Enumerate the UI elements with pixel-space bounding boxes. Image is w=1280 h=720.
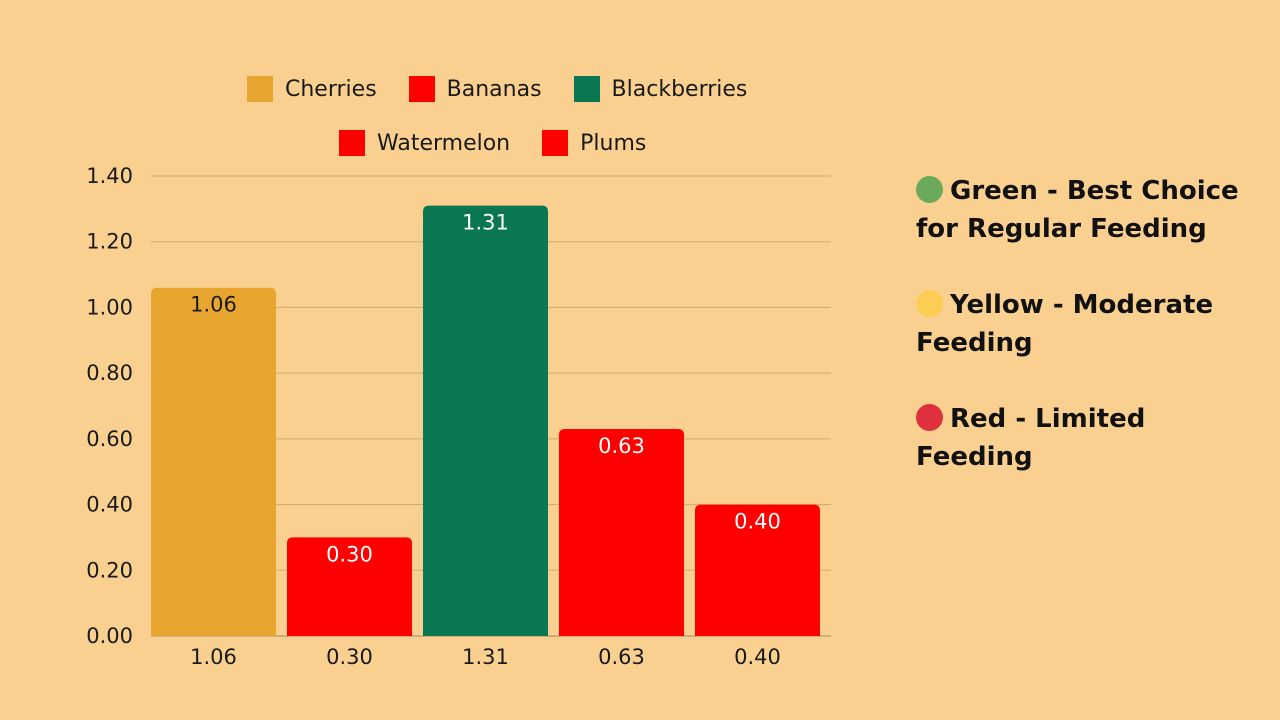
bar-blackberries [423,205,548,637]
y-tick-label: 0.00 [86,624,133,648]
x-tick-label: 0.63 [598,645,645,669]
key-item-red: Red - Limited Feeding [916,400,1266,476]
y-tick-label: 1.00 [86,295,133,319]
legend-label-bananas: Bananas [446,76,542,102]
key-item-green: Green - Best Choice for Regular Feeding [916,172,1266,248]
key-text-yellow: Yellow - Moderate Feeding [916,290,1214,358]
red-dot-icon [916,404,943,431]
legend-label-cherries: Cherries [285,76,377,102]
yellow-dot-icon [916,290,943,317]
bar-plums [695,504,820,636]
key-item-yellow: Yellow - Moderate Feeding [916,286,1266,362]
key-text-green: Green - Best Choice for Regular Feeding [916,176,1239,244]
legend-row-2: Watermelon Plums [339,130,678,156]
bar-chart: 0.00 0.20 0.40 0.60 0.80 1.00 1.20 1.40 1.06 0.3… [86,164,831,669]
legend-item-watermelon: Watermelon [339,130,510,156]
legend-swatch-bananas [408,76,435,102]
legend-item-plums: Plums [542,130,646,156]
legend-item-bananas: Bananas [408,76,542,102]
legend-swatch-blackberries [573,76,600,102]
x-tick-label: 0.40 [734,645,781,669]
data-label-cherries: 1.06 [190,293,237,317]
legend-swatch-watermelon [339,130,365,156]
data-label-blackberries: 1.31 [462,211,509,235]
legend-item-blackberries: Blackberries [573,76,748,102]
data-label-bananas: 0.30 [326,542,373,566]
legend-label-watermelon: Watermelon [377,130,511,156]
data-label-plums: 0.40 [734,510,781,534]
x-tick-label: 0.30 [326,645,373,669]
key-text-red: Red - Limited Feeding [916,404,1146,472]
x-tick-label: 1.31 [462,645,509,669]
x-axis-ticks: 1.06 0.30 1.31 0.63 0.40 [190,645,781,669]
bar-cherries [151,287,276,636]
y-tick-label: 1.40 [86,164,133,188]
bar-bananas [287,537,412,636]
feeding-key: Green - Best Choice for Regular Feeding … [916,172,1266,514]
y-axis-ticks: 0.00 0.20 0.40 0.60 0.80 1.00 1.20 1.40 [86,164,133,648]
legend-swatch-cherries [247,76,273,102]
x-tick-label: 1.06 [190,645,237,669]
legend-item-cherries: Cherries [247,76,377,102]
data-label-watermelon: 0.63 [598,434,645,458]
bars: 1.06 0.30 1.31 0.63 0.40 [151,205,820,637]
y-tick-label: 1.20 [86,230,133,254]
legend-label-plums: Plums [580,130,647,156]
legend-row-1: Cherries Bananas Blackberries [247,76,779,102]
y-tick-label: 0.40 [86,493,133,517]
legend-label-blackberries: Blackberries [611,76,748,102]
green-dot-icon [916,176,943,203]
legend-swatch-plums [542,130,569,156]
y-tick-label: 0.20 [86,558,133,582]
y-tick-label: 0.80 [86,361,133,385]
bar-watermelon [559,429,684,636]
y-tick-label: 0.60 [86,427,133,451]
